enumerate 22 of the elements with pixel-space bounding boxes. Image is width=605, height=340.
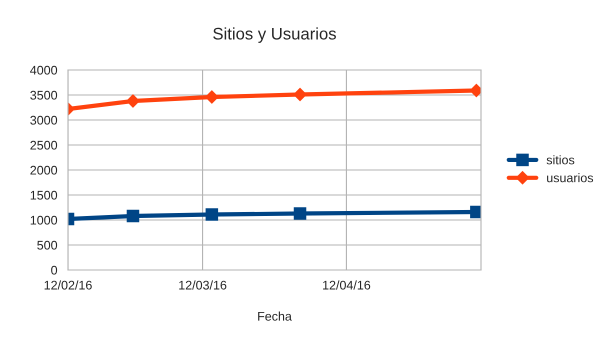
y-tick-label: 0 [51, 266, 58, 275]
legend-label: sitios [546, 155, 574, 164]
x-tick-label: 12/04/16 [323, 280, 370, 290]
point [206, 208, 218, 221]
point [126, 210, 140, 222]
y-tick-label: 3500 [30, 90, 58, 100]
point [293, 88, 307, 102]
point [294, 207, 306, 220]
x-axis-title: Fecha [258, 312, 292, 321]
y-tick-label: 4000 [30, 66, 58, 75]
y-tick-label: 3000 [30, 116, 58, 125]
y-tick-label: 2000 [30, 166, 58, 175]
point [204, 90, 219, 104]
x-tick-label: 12/02/16 [44, 280, 92, 290]
chart-title: Sitios y Usuarios [213, 27, 336, 43]
point [126, 94, 140, 108]
y-tick-label: 1000 [30, 216, 58, 225]
x-tick-label: 12/03/16 [179, 280, 226, 290]
y-tick-label: 500 [37, 240, 58, 250]
legend-label: usuarios [547, 173, 594, 182]
y-tick-label: 1500 [30, 190, 58, 200]
y-tick-label: 2500 [30, 140, 58, 150]
